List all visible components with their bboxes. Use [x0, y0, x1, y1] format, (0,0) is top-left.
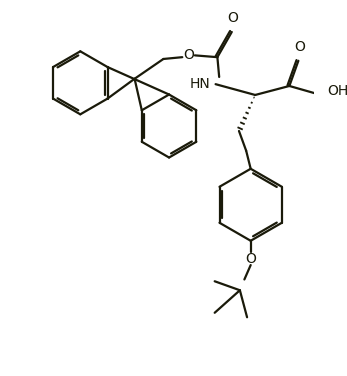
- Text: HN: HN: [189, 77, 210, 91]
- Text: O: O: [183, 49, 194, 62]
- Text: OH: OH: [327, 84, 347, 99]
- Text: O: O: [245, 252, 256, 266]
- Text: O: O: [227, 11, 238, 25]
- Text: O: O: [294, 39, 305, 53]
